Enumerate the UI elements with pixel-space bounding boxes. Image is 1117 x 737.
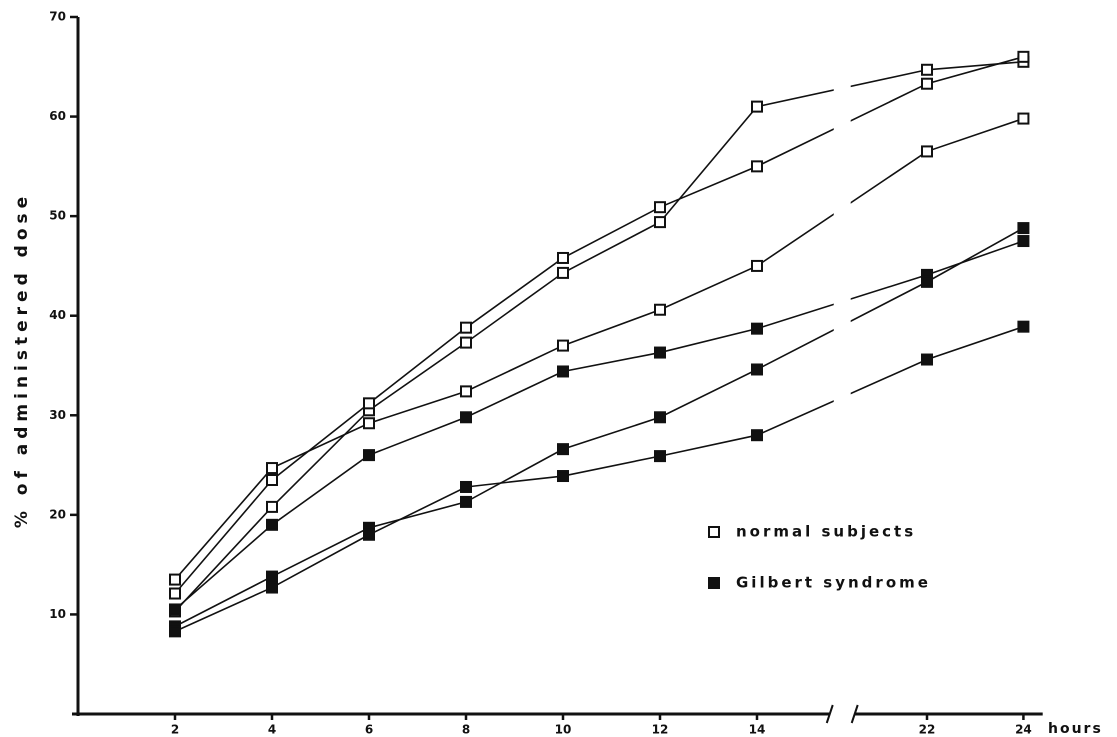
series-line: [174, 227, 1024, 628]
data-point: [169, 603, 181, 616]
data-point: [266, 518, 278, 531]
series-line: [174, 56, 1024, 595]
x-tick-label: 6: [365, 723, 373, 737]
data-point: [557, 365, 569, 378]
axis-break: [850, 704, 859, 724]
y-tick-label: 60: [49, 109, 66, 123]
x-tick-label: 8: [462, 723, 470, 737]
y-tick-label: 70: [49, 10, 66, 24]
data-point: [1017, 235, 1030, 248]
data-point: [751, 429, 763, 442]
data-point: [654, 303, 666, 316]
data-point: [921, 77, 934, 90]
x-tick-label: 22: [919, 723, 936, 737]
data-point: [1017, 320, 1030, 333]
data-point: [654, 346, 666, 359]
data-point: [557, 443, 569, 456]
x-tick-label: 10: [555, 723, 572, 737]
data-point: [751, 100, 763, 113]
data-point: [654, 216, 666, 229]
data-point: [169, 587, 181, 600]
data-point: [266, 474, 278, 487]
series-line: [174, 117, 1024, 581]
data-point: [266, 570, 278, 583]
data-point: [460, 495, 472, 508]
data-point: [557, 339, 569, 352]
data-point: [460, 321, 472, 334]
data-point: [654, 411, 666, 424]
legend-label: normal subjects: [736, 523, 916, 541]
series-line: [174, 240, 1024, 611]
data-point: [751, 160, 763, 173]
data-point: [1017, 112, 1030, 125]
x-tick-label: 24: [1015, 723, 1032, 737]
y-tick-label: 10: [49, 607, 66, 621]
legend-marker: [708, 577, 720, 589]
y-tick-label: 40: [49, 308, 66, 322]
data-point: [751, 259, 763, 272]
y-axis-label: % of administered dose: [12, 192, 32, 528]
y-tick-label: 50: [49, 209, 66, 223]
data-point: [266, 462, 278, 475]
data-point: [921, 145, 934, 158]
data-point: [363, 417, 375, 430]
x-tick-label: 14: [749, 723, 766, 737]
data-point: [654, 201, 666, 214]
data-point: [557, 251, 569, 264]
data-point: [1017, 222, 1030, 235]
data-point: [363, 449, 375, 462]
x-tick-label: 2: [171, 723, 179, 737]
data-point: [363, 528, 375, 541]
data-point: [363, 397, 375, 410]
y-tick-label: 20: [49, 507, 66, 521]
data-point: [460, 336, 472, 349]
data-point: [1017, 50, 1030, 63]
x-tick-label: 4: [268, 723, 276, 737]
data-point: [921, 353, 934, 366]
data-point: [169, 573, 181, 586]
legend-label: Gilbert syndrome: [736, 574, 931, 592]
data-point: [266, 581, 278, 594]
data-point: [460, 385, 472, 398]
y-tick-label: 30: [49, 408, 66, 422]
data-point: [751, 363, 763, 376]
x-tick-label: 12: [652, 723, 669, 737]
data-point: [557, 470, 569, 483]
axis-break-gap: [833, 17, 851, 706]
data-point: [460, 480, 472, 493]
x-axis-label: hours: [1048, 721, 1103, 737]
data-point: [266, 500, 278, 513]
data-point: [654, 450, 666, 463]
data-point: [169, 625, 181, 638]
data-point: [921, 275, 934, 288]
legend-marker: [708, 526, 720, 538]
axis-break: [825, 704, 834, 724]
data-point: [557, 266, 569, 279]
data-point: [460, 411, 472, 424]
data-point: [751, 322, 763, 335]
data-point: [921, 63, 934, 76]
